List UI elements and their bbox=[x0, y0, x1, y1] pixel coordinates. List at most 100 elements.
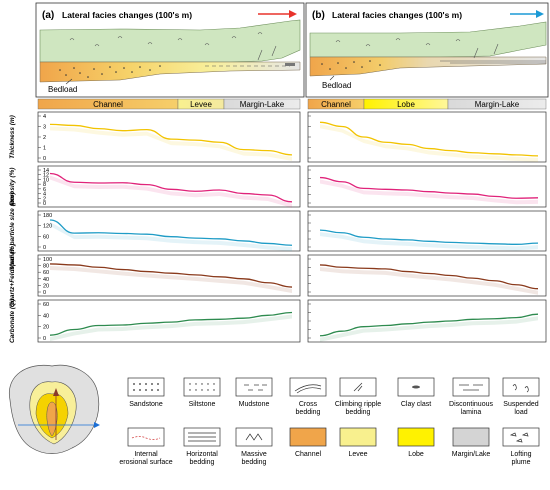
track-a-2: Median particle size (μm) 0 60 120 180 bbox=[9, 192, 301, 270]
zone-b-lobe: Lobe bbox=[397, 100, 415, 109]
legend-swatch bbox=[452, 427, 490, 447]
series-shadow bbox=[50, 126, 292, 161]
track-a-0: Thickness (m) 0 1 2 3 4 bbox=[9, 111, 301, 163]
legend-label: Cross bedding bbox=[296, 401, 321, 416]
y-tick-label: 6 bbox=[43, 187, 46, 193]
y-tick-label: 40 bbox=[43, 313, 49, 319]
legend-label: Margin/Lake bbox=[452, 451, 491, 458]
y-tick-label: 60 bbox=[43, 270, 49, 276]
legend-item-sandstone: Sandstone bbox=[127, 377, 165, 408]
legend-item-siltstone: Siltstone bbox=[183, 377, 221, 408]
y-tick-label: 0 bbox=[43, 336, 46, 342]
series-shadow bbox=[320, 232, 538, 251]
legend-item-levee: Levee bbox=[339, 427, 377, 458]
track-frame bbox=[37, 165, 301, 208]
track-frame bbox=[37, 111, 301, 163]
legend-label: Internal erosional surface bbox=[119, 451, 172, 466]
y-tick-label: 0 bbox=[43, 290, 46, 296]
y-tick-label: 2 bbox=[43, 135, 46, 141]
y-tick-label: 14 bbox=[43, 168, 49, 174]
y-tick-label: 20 bbox=[43, 283, 49, 289]
zone-a-levee: Levee bbox=[190, 100, 212, 109]
legend-swatch bbox=[397, 427, 435, 447]
legend-swatch bbox=[127, 377, 165, 397]
y-tick-label: 12 bbox=[43, 173, 49, 179]
legend-label: Channel bbox=[295, 451, 322, 458]
y-tick-label: 0 bbox=[43, 201, 46, 207]
y-tick-label: 100 bbox=[43, 257, 52, 263]
y-tick-label: 4 bbox=[43, 114, 46, 120]
lobe-plan-view bbox=[8, 364, 100, 454]
y-tick-label: 2 bbox=[43, 196, 46, 202]
y-tick-label: 10 bbox=[43, 177, 49, 183]
zone-b-channel: Channel bbox=[321, 100, 351, 109]
legend-swatch bbox=[452, 377, 490, 397]
y-tick-label: 60 bbox=[43, 302, 49, 308]
legend-item-clayclast: Clay clast bbox=[397, 377, 435, 408]
legend-label: Lobe bbox=[408, 451, 424, 458]
legend-swatch bbox=[289, 427, 327, 447]
series-line bbox=[49, 219, 293, 246]
zone-b-margin: Margin-Lake bbox=[475, 100, 520, 109]
legend-label: Clay clast bbox=[401, 401, 431, 408]
track-b-1 bbox=[307, 165, 547, 208]
legend-label: Horizontal bedding bbox=[186, 451, 218, 466]
series-line bbox=[319, 264, 539, 290]
y-tick-label: 40 bbox=[43, 277, 49, 283]
y-tick-label: 80 bbox=[43, 264, 49, 270]
legend-label: Siltstone bbox=[189, 401, 216, 408]
legend-item-erosional: Internal erosional surface bbox=[119, 427, 173, 466]
zone-a-channel: Channel bbox=[93, 100, 123, 109]
series-line bbox=[319, 176, 539, 199]
series-shadow bbox=[50, 175, 292, 208]
track-b-2 bbox=[307, 210, 547, 252]
track-frame bbox=[307, 165, 547, 208]
panel-a-diagram: (a) Lateral facies changes (100's m) bbox=[35, 2, 305, 98]
panel-b-direction-arrow bbox=[510, 10, 544, 18]
series-shadow bbox=[320, 179, 538, 205]
track-a-4: Carbonate (%) 0 20 40 60 bbox=[9, 299, 301, 343]
panel-a-bedload-label: Bedload bbox=[48, 85, 77, 94]
legend-label: Suspended load bbox=[503, 401, 539, 416]
legend-item-lobe: Lobe bbox=[397, 427, 435, 458]
series-line bbox=[49, 172, 293, 203]
panel-b-tag: (b) bbox=[312, 10, 325, 21]
series-shadow bbox=[320, 124, 538, 162]
y-tick-label: 20 bbox=[43, 325, 49, 331]
track-frame bbox=[307, 254, 547, 297]
legend-item-channel: Channel bbox=[289, 427, 327, 458]
series-shadow bbox=[50, 314, 292, 342]
panel-a-direction-arrow bbox=[258, 10, 297, 18]
legend-label: Mudstone bbox=[239, 401, 270, 408]
legend-item-margin: Margin/Lake bbox=[452, 427, 491, 458]
track-frame bbox=[307, 111, 547, 163]
zone-a-margin: Margin-Lake bbox=[240, 100, 285, 109]
panel-b-zone-bar: Channel Lobe Margin-Lake bbox=[307, 98, 547, 110]
legend-swatch bbox=[339, 427, 377, 447]
series-line bbox=[319, 229, 539, 245]
panel-a-title: Lateral facies changes (100's m) bbox=[62, 10, 192, 20]
track-b-4 bbox=[307, 299, 547, 343]
series-line bbox=[319, 313, 539, 337]
legend-label: Massive bedding bbox=[241, 451, 267, 466]
legend-swatch bbox=[289, 377, 327, 397]
panel-a-tag: (a) bbox=[42, 10, 54, 21]
y-tick-label: 4 bbox=[43, 192, 46, 198]
y-tick-label: 180 bbox=[43, 213, 52, 219]
track-frame bbox=[37, 210, 301, 252]
legend-item-mudstone: Mudstone bbox=[235, 377, 273, 408]
series-shadow bbox=[320, 316, 538, 342]
y-tick-label: 8 bbox=[43, 182, 46, 188]
y-tick-label: 60 bbox=[43, 234, 49, 240]
y-tick-label: 3 bbox=[43, 125, 46, 131]
legend-swatch bbox=[235, 427, 273, 447]
series-line bbox=[49, 311, 293, 336]
track-b-3 bbox=[307, 254, 547, 297]
legend-label: Levee bbox=[348, 451, 367, 458]
panel-b-bedload-label: Bedload bbox=[322, 81, 351, 90]
legend-label: Discontinuous lamina bbox=[449, 401, 493, 416]
track-ylabel: Quartz+Feldspar (%) bbox=[9, 244, 16, 307]
legend-item-suspended: Suspended load bbox=[502, 377, 540, 416]
legend: Sandstone Siltstone Mudstone Cross bedding Cl… bbox=[8, 364, 540, 466]
